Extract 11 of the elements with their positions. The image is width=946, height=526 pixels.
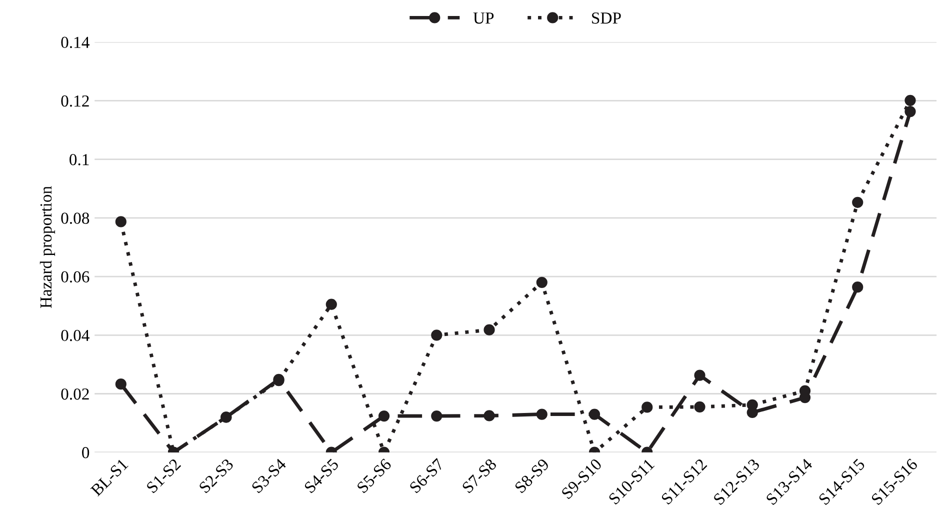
y-tick-label: 0.02 xyxy=(61,388,89,400)
y-tick-label: 0.06 xyxy=(61,271,90,283)
y-tick-label: 0 xyxy=(82,447,90,458)
y-axis-title: Hazard proportion xyxy=(40,186,56,308)
legend-label: UP xyxy=(473,12,494,24)
y-tick-label: 0.14 xyxy=(61,36,90,48)
y-tick-label: 0.04 xyxy=(61,330,90,342)
y-tick-label: 0.12 xyxy=(61,95,89,107)
legend-label: SDP xyxy=(592,12,621,24)
y-tick-label: 0.1 xyxy=(70,154,89,166)
y-tick-label: 0.08 xyxy=(61,212,90,224)
